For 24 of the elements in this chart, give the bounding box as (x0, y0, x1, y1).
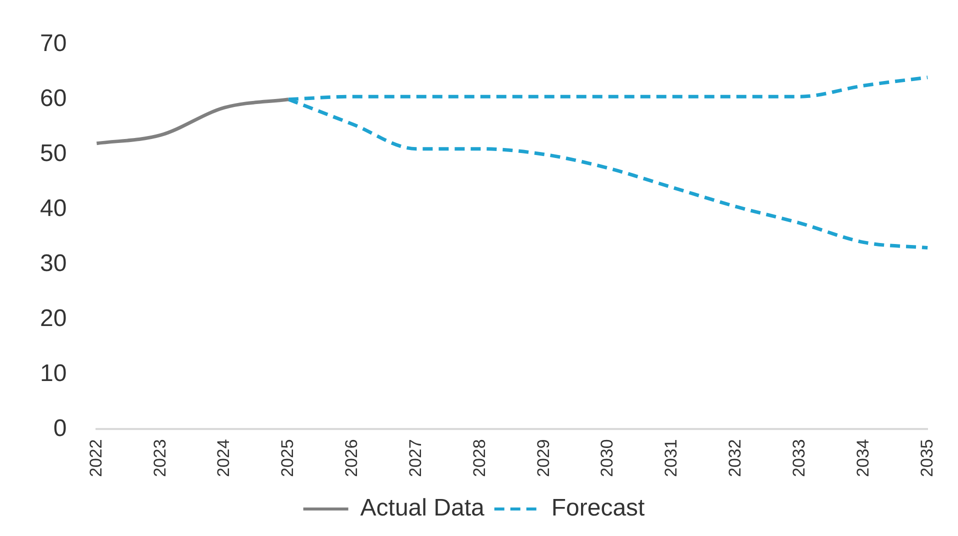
legend-label: Forecast (551, 494, 646, 522)
x-tick-label: 2033 (789, 439, 808, 478)
x-tick-label: 2032 (726, 439, 745, 478)
x-tick-label: 2024 (214, 439, 234, 478)
x-tick-label: 2023 (150, 439, 170, 478)
x-tick-label: 2031 (662, 439, 681, 478)
y-tick-label: 40 (40, 194, 67, 222)
y-tick-label: 50 (40, 140, 67, 167)
x-tick-label: 2030 (598, 439, 617, 478)
x-tick-label: 2035 (917, 439, 936, 478)
y-tick-label: 70 (40, 30, 67, 58)
y-tick-label: 0 (53, 414, 67, 442)
x-tick-label: 2025 (278, 439, 298, 478)
legend-label: Actual Data (360, 494, 486, 522)
x-tick-label: 2028 (470, 439, 489, 478)
x-tick-label: 2026 (342, 439, 362, 478)
x-tick-label: 2022 (86, 439, 106, 478)
y-tick-label: 10 (40, 360, 67, 387)
y-tick-label: 20 (40, 304, 67, 332)
y-tick-label: 60 (40, 84, 67, 112)
x-tick-label: 2029 (534, 439, 553, 478)
x-tick-label: 2027 (406, 439, 425, 478)
x-tick-label: 2034 (853, 439, 872, 478)
y-tick-label: 30 (40, 250, 67, 277)
